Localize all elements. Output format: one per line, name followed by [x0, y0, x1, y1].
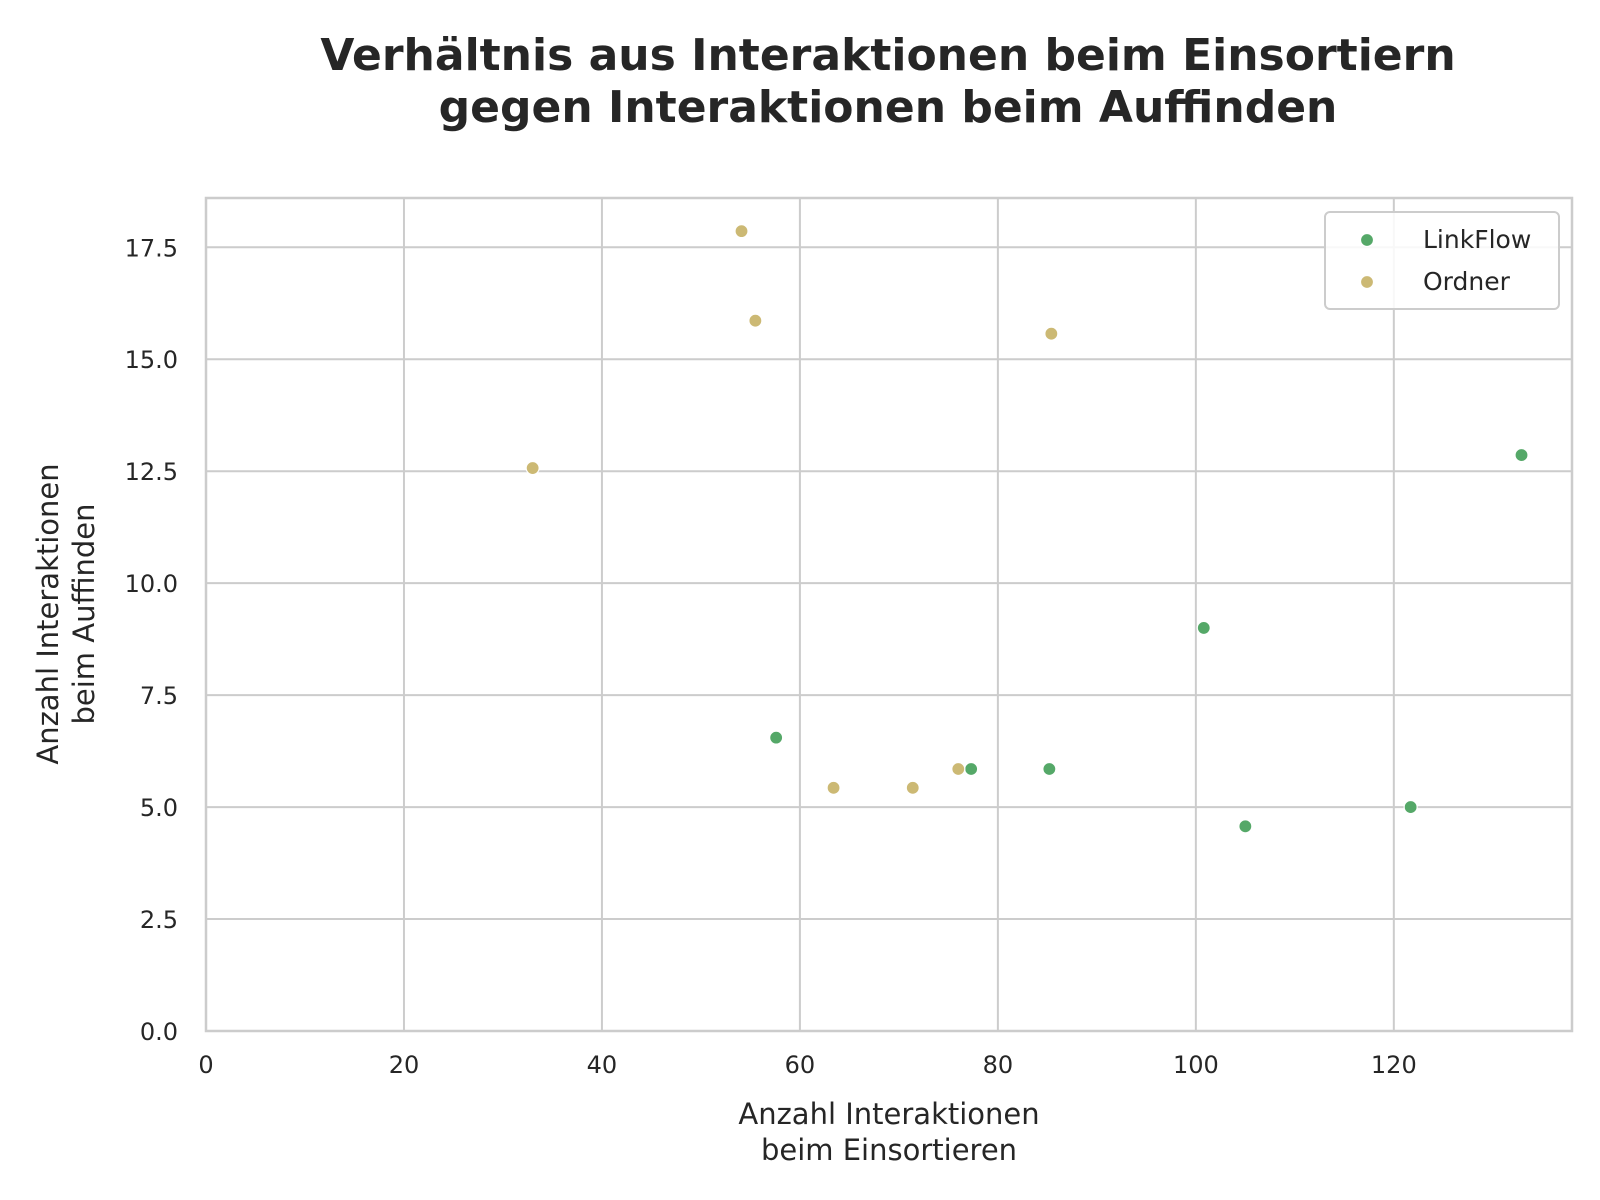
- data-points: [525, 224, 1529, 834]
- y-tick-label: 12.5: [125, 458, 178, 486]
- y-tick-label: 15.0: [125, 346, 178, 374]
- x-tick-label: 20: [389, 1051, 420, 1079]
- plot-frame: [204, 196, 1574, 1033]
- x-tick-label: 80: [983, 1051, 1014, 1079]
- y-axis-ticks: 0.0 2.5 5.0 7.5 10.0 12.5 15.0 17.5: [125, 234, 178, 1046]
- legend-box: [1324, 211, 1560, 310]
- legend-label-linkflow: LinkFlow: [1423, 225, 1531, 254]
- y-axis-label-line-2: beim Auffinden: [67, 503, 101, 724]
- y-tick-label: 0.0: [140, 1018, 178, 1046]
- chart-title-line-1: Verhältnis aus Interaktionen beim Einsor…: [320, 30, 1455, 81]
- legend-label-ordner: Ordner: [1423, 267, 1511, 296]
- x-tick-label: 0: [198, 1051, 213, 1079]
- legend-marker-linkflow: [1359, 232, 1375, 248]
- y-tick-label: 10.0: [125, 570, 178, 598]
- legend: LinkFlow Ordner: [1324, 211, 1560, 310]
- x-axis-label-line-1: Anzahl Interaktionen: [738, 1097, 1039, 1131]
- data-point-linkflow: [1238, 819, 1253, 834]
- data-point-ordner: [826, 780, 841, 795]
- x-tick-label: 100: [1173, 1051, 1219, 1079]
- data-point-linkflow: [1403, 799, 1418, 815]
- x-axis-label-line-2: beim Einsortieren: [761, 1133, 1017, 1167]
- y-tick-label: 5.0: [140, 794, 178, 822]
- data-point-ordner: [525, 460, 540, 476]
- x-tick-label: 60: [785, 1051, 816, 1079]
- data-point-ordner: [748, 313, 763, 328]
- data-point-linkflow: [1514, 447, 1529, 463]
- data-point-linkflow: [964, 761, 979, 777]
- x-tick-label: 40: [587, 1051, 618, 1079]
- data-point-ordner: [1044, 326, 1059, 341]
- legend-marker-ordner: [1359, 274, 1375, 290]
- y-axis-label: Anzahl Interaktionen beim Auffinden: [31, 463, 101, 764]
- chart-title-line-2: gegen Interaktionen beim Auffinden: [439, 82, 1338, 133]
- y-tick-label: 7.5: [140, 682, 178, 710]
- data-point-linkflow: [1042, 761, 1057, 777]
- x-tick-label: 120: [1371, 1051, 1417, 1079]
- data-point-ordner: [905, 780, 920, 795]
- data-point-linkflow: [769, 730, 784, 745]
- x-axis-ticks: 0 20 40 60 80 100 120: [198, 1051, 1416, 1079]
- y-tick-label: 17.5: [125, 234, 178, 262]
- y-tick-label: 2.5: [140, 906, 178, 934]
- y-axis-label-line-1: Anzahl Interaktionen: [31, 463, 65, 764]
- data-point-linkflow: [1196, 620, 1211, 636]
- data-point-ordner: [734, 224, 749, 239]
- data-point-ordner: [951, 761, 966, 777]
- plot-area: [206, 198, 1572, 1031]
